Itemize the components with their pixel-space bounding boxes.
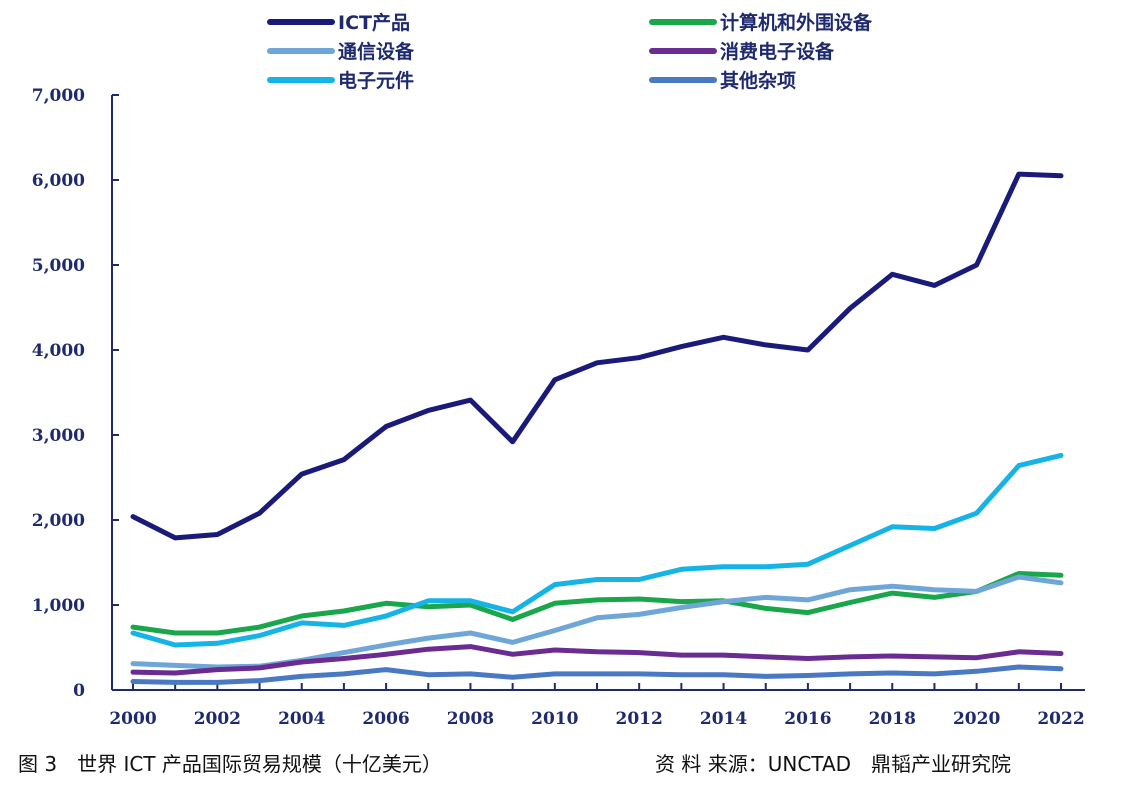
x-tick-label: 2004 xyxy=(278,709,325,729)
legend-item-4: 电子元件 xyxy=(267,69,414,92)
chart-axes xyxy=(111,95,1085,691)
x-tick-label: 2002 xyxy=(194,709,241,729)
y-tick-label: 2,000 xyxy=(32,511,85,531)
x-tick-label: 2022 xyxy=(1037,709,1084,729)
y-tick-label: 7,000 xyxy=(32,86,85,106)
legend-label: ICT产品 xyxy=(338,11,410,34)
x-tick-label: 2006 xyxy=(362,709,409,729)
x-tick-label: 2012 xyxy=(616,709,663,729)
y-tick-label: 0 xyxy=(73,681,85,701)
x-tick-label: 2018 xyxy=(869,709,916,729)
series-line-3 xyxy=(130,644,1064,676)
y-tick-label: 3,000 xyxy=(32,426,85,446)
series-lines xyxy=(130,171,1064,685)
x-tick-label: 2000 xyxy=(109,709,156,729)
legend-label: 电子元件 xyxy=(338,69,414,92)
legend-item-0: ICT产品 xyxy=(267,11,410,34)
legend-label: 计算机和外围设备 xyxy=(720,11,873,34)
x-tick-label: 2010 xyxy=(531,709,578,729)
y-tick-label: 1,000 xyxy=(32,596,85,616)
series-line-5 xyxy=(130,664,1064,685)
legend-label: 消费电子设备 xyxy=(720,40,835,63)
y-tick-label: 5,000 xyxy=(32,256,85,276)
legend-item-1: 计算机和外围设备 xyxy=(649,11,873,34)
y-axis-ticks: 0 1,000 2,000 3,000 4,000 5,000 6,000 7,000 xyxy=(32,86,119,701)
y-tick-label: 6,000 xyxy=(32,171,85,191)
legend-label: 通信设备 xyxy=(338,40,415,63)
legend-item-2: 通信设备 xyxy=(267,40,415,63)
legend-item-5: 其他杂项 xyxy=(649,69,796,92)
line-chart: 0 1,000 2,000 3,000 4,000 5,000 6,000 7,000 200… xyxy=(32,11,1085,729)
source-note: 资 料 来源：UNCTAD 鼎韬产业研究院 xyxy=(655,752,1012,776)
x-tick-label: 2016 xyxy=(784,709,831,729)
x-tick-label: 2014 xyxy=(700,709,747,729)
x-axis-ticks: 2000 2002 2004 2006 2008 2010 2012 2014 2016 2018… xyxy=(109,683,1085,729)
y-tick-label: 4,000 xyxy=(32,341,85,361)
x-tick-label: 2020 xyxy=(953,709,1000,729)
series-line-0 xyxy=(130,171,1064,541)
figure-caption: 图 3 世界 ICT 产品国际贸易规模（十亿美元） xyxy=(18,752,442,776)
series-line-4 xyxy=(130,452,1064,648)
series-line-1 xyxy=(130,571,1064,636)
legend-label: 其他杂项 xyxy=(720,69,796,92)
legend-item-3: 消费电子设备 xyxy=(649,40,835,63)
x-tick-label: 2008 xyxy=(447,709,494,729)
